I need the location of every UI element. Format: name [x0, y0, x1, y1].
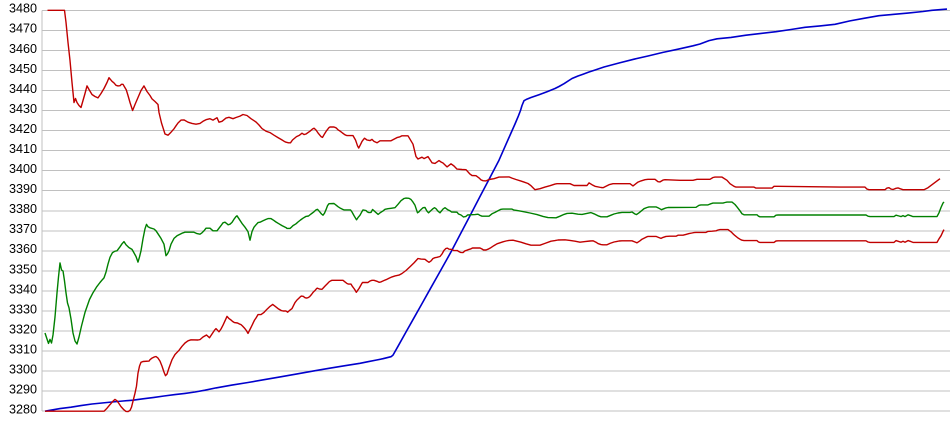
svg-text:3350: 3350 — [9, 262, 37, 276]
svg-text:3320: 3320 — [9, 322, 37, 336]
svg-text:3470: 3470 — [9, 22, 37, 36]
svg-text:3330: 3330 — [9, 302, 37, 316]
svg-text:3280: 3280 — [9, 403, 37, 417]
svg-text:3440: 3440 — [9, 82, 37, 96]
svg-text:3310: 3310 — [9, 343, 37, 357]
svg-text:3370: 3370 — [9, 222, 37, 236]
svg-text:3460: 3460 — [9, 42, 37, 56]
svg-text:3430: 3430 — [9, 102, 37, 116]
svg-text:3480: 3480 — [9, 2, 37, 16]
svg-text:3340: 3340 — [9, 282, 37, 296]
svg-text:3450: 3450 — [9, 62, 37, 76]
svg-text:3420: 3420 — [9, 122, 37, 136]
svg-text:3360: 3360 — [9, 242, 37, 256]
svg-text:3400: 3400 — [9, 162, 37, 176]
svg-text:3290: 3290 — [9, 383, 37, 397]
svg-text:3390: 3390 — [9, 182, 37, 196]
svg-text:3410: 3410 — [9, 142, 37, 156]
svg-text:3300: 3300 — [9, 363, 37, 377]
svg-text:3380: 3380 — [9, 202, 37, 216]
